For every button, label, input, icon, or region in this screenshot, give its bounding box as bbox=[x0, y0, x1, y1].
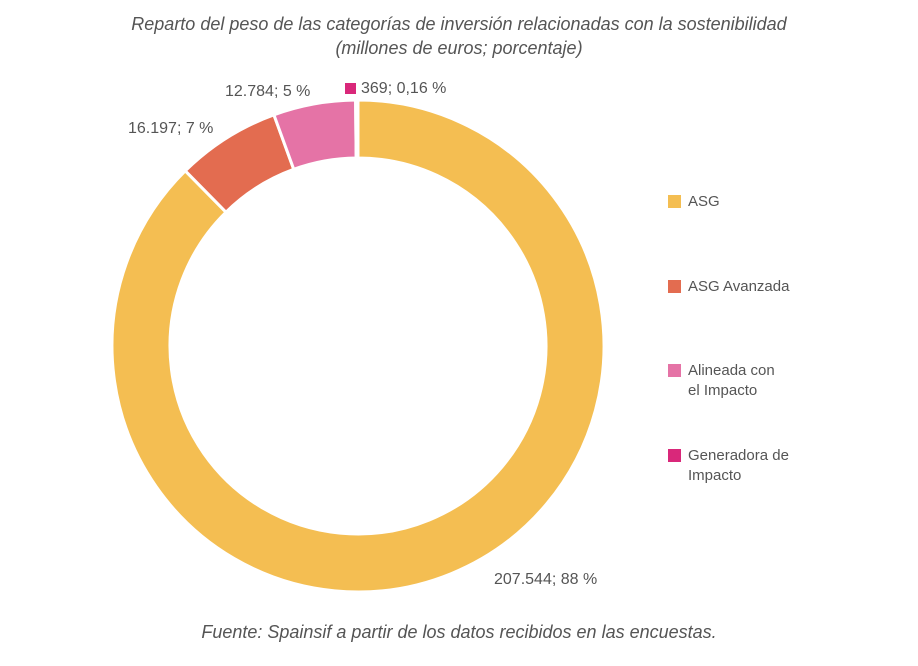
chart-subtitle: (millones de euros; porcentaje) bbox=[335, 38, 583, 58]
chart-title-text: Reparto del peso de las categorías de in… bbox=[131, 14, 787, 34]
legend-swatch bbox=[668, 195, 681, 208]
legend-swatch bbox=[668, 449, 681, 462]
data-label-asg-avanzada: 16.197; 7 % bbox=[128, 120, 214, 137]
data-label-alineada: 12.784; 5 % bbox=[225, 83, 311, 100]
legend-item-asg-avanzada: ASG Avanzada bbox=[668, 277, 808, 297]
legend-swatch bbox=[668, 364, 681, 377]
donut-slice-asg bbox=[110, 98, 606, 594]
chart-title: Reparto del peso de las categorías de in… bbox=[0, 12, 918, 60]
legend-item-alineada: Alineada con el Impacto bbox=[668, 361, 788, 401]
donut-slice-generadora-de-impacto bbox=[354, 98, 360, 160]
legend-item-asg: ASG bbox=[668, 192, 808, 212]
legend-swatch bbox=[668, 280, 681, 293]
legend-item-generadora: Generadora de Impacto bbox=[668, 446, 803, 486]
chart-source: Fuente: Spainsif a partir de los datos r… bbox=[201, 622, 717, 642]
data-label-generadora: 369; 0,16 % bbox=[345, 80, 446, 98]
data-label-marker bbox=[345, 83, 356, 94]
data-label-asg: 207.544; 88 % bbox=[494, 571, 598, 588]
